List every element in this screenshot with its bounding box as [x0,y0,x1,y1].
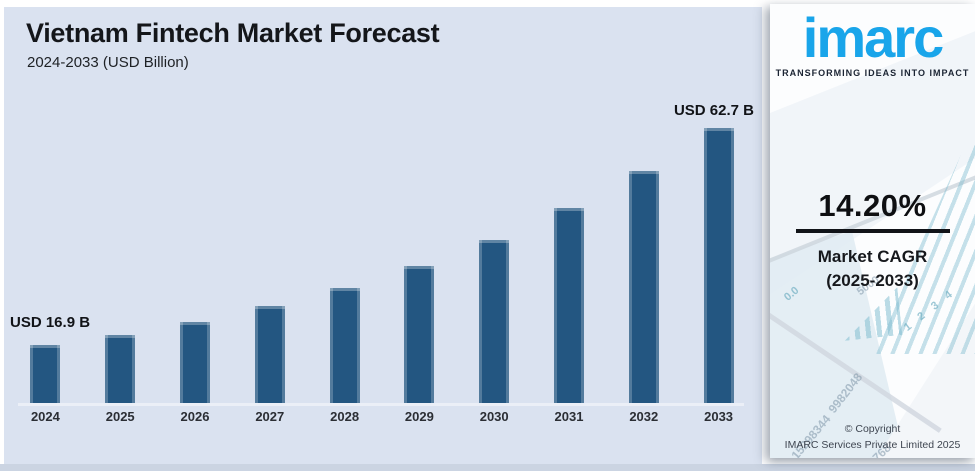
imarc-logo: imarc TRANSFORMING IDEAS INTO IMPACT [770,4,975,78]
x-tick-label-2027: 2027 [255,409,285,424]
bar-column-2027: 2027 [232,7,307,424]
x-tick-label-2024: 2024 [30,409,60,424]
bar-column-2030: 2030 [457,7,532,424]
imarc-logo-tagline: TRANSFORMING IDEAS INTO IMPACT [775,68,970,79]
data-label-2033: USD 62.7 B [673,102,755,119]
cagr-value: 14.20% [818,188,927,223]
fold-seam-line [770,300,942,433]
bar-column-2031: 2031 [532,7,607,424]
bar-chart: 2024 2025 2026 2027 2028 2029 2030 2031 2032 2033 [8,7,756,424]
cagr-label: Market CAGR [817,247,928,266]
bar-column-2025: 2025 [83,7,158,424]
imarc-logo-text: imarc [802,6,944,69]
chart-title: Vietnam Fintech Market Forecast [26,18,440,48]
copyright: © Copyright IMARC Services Private Limit… [770,422,975,454]
bottom-band [0,464,975,471]
bar-column-2026: 2026 [158,7,233,424]
bar-2033 [703,128,734,403]
bar-column-2032: 2032 [606,7,681,424]
cagr-divider [795,229,950,233]
chart-subtitle: 2024-2033 (USD Billion) [27,54,189,71]
bar-2028 [329,288,360,403]
x-tick-label-2026: 2026 [180,409,210,424]
bar-2024 [30,345,61,403]
bar-2025 [105,335,136,403]
bar-2031 [553,208,584,403]
bar-column-2024: 2024 [8,7,83,424]
watermark-number: 9982048 [825,370,866,416]
chart-panel: Vietnam Fintech Market Forecast 2024-203… [4,7,762,464]
bar-column-2029: 2029 [382,7,457,424]
cagr-period: (2025-2033) [826,270,919,290]
bar-column-2033: 2033 [681,7,756,424]
bar-2030 [479,240,510,403]
bar-2029 [404,266,435,403]
bar-2032 [628,171,659,403]
x-tick-label-2029: 2029 [404,409,434,424]
bar-column-2028: 2028 [307,7,382,424]
chart-watermark-bars [840,287,903,341]
x-axis-baseline [18,403,744,406]
bar-2027 [254,306,285,403]
x-tick-label-2032: 2032 [629,409,659,424]
x-tick-label-2028: 2028 [330,409,360,424]
copyright-line2: IMARC Services Private Limited 2025 [784,438,961,451]
x-tick-label-2030: 2030 [479,409,509,424]
data-label-2024: USD 16.9 B [10,314,91,331]
copyright-line1: © Copyright [844,423,901,435]
imarc-panel: 0.0 1 2 3 4 5000 9982048 0.15298344 2768… [770,4,975,458]
bar-2026 [179,322,210,403]
x-tick-label-2031: 2031 [554,409,584,424]
x-tick-label-2025: 2025 [105,409,135,424]
x-tick-label-2033: 2033 [704,409,734,424]
cagr-block: 14.20% Market CAGR (2025-2033) [770,188,975,293]
watermark-number: 1 2 3 4 [902,286,959,334]
